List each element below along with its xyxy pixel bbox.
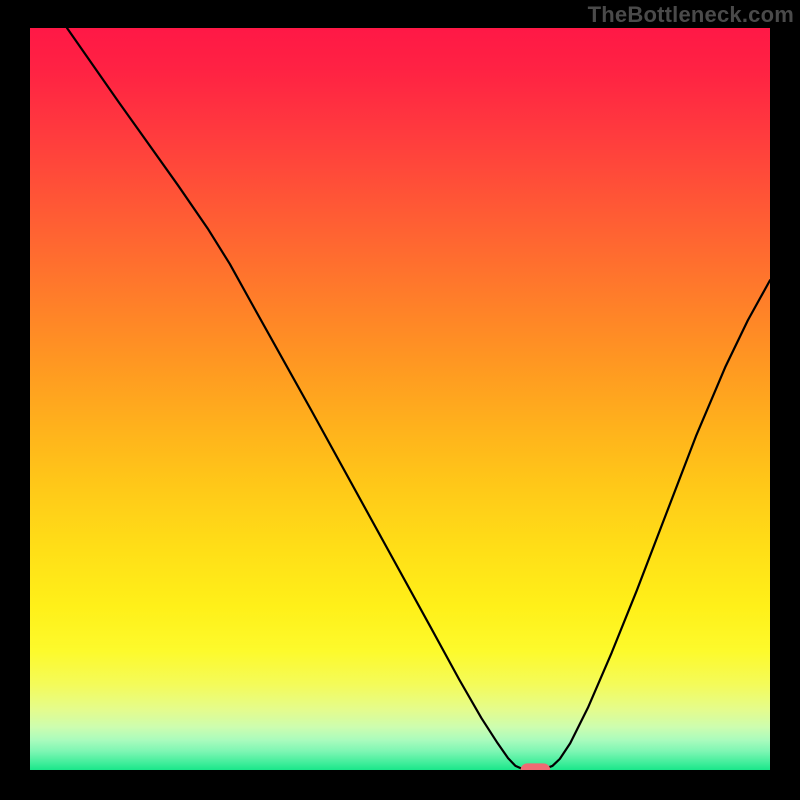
- chart-svg: [30, 28, 770, 770]
- bottleneck-curve: [67, 28, 770, 769]
- chart-frame: TheBottleneck.com: [0, 0, 800, 800]
- watermark-text: TheBottleneck.com: [588, 2, 794, 28]
- sweet-spot-marker: [521, 763, 551, 770]
- plot-area: [30, 28, 770, 770]
